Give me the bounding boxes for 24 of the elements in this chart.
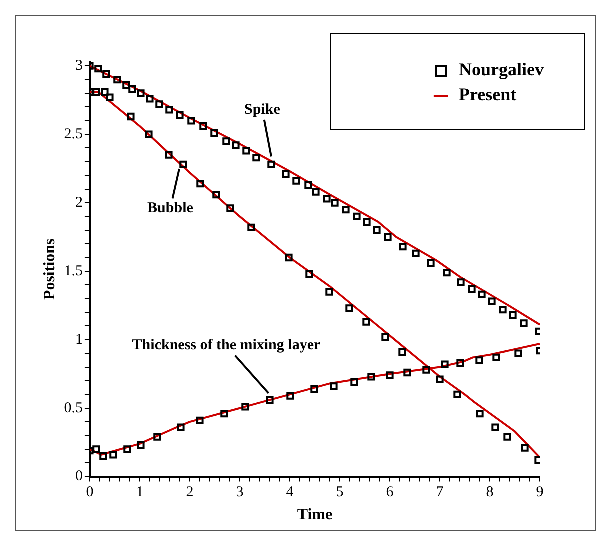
legend-label: Nourgaliev	[459, 60, 544, 80]
x-tick-label: 4	[286, 484, 294, 501]
x-tick-label: 9	[536, 484, 544, 501]
y-tick-label: 1	[75, 332, 83, 348]
annotation: Spike	[244, 102, 281, 118]
x-tick-label: 2	[186, 484, 194, 501]
y-tick-label: 0.5	[64, 400, 83, 416]
y-tick-label: 3	[75, 58, 83, 74]
legend-label: Present	[459, 84, 517, 105]
y-tick-label: 0	[75, 468, 83, 485]
annotation: Thickness of the mixing layer	[132, 338, 321, 354]
x-tick-label: 5	[336, 484, 344, 501]
y-axis-title: Positions	[42, 238, 59, 300]
x-tick-label: 1	[136, 484, 144, 501]
y-tick-label: 2	[75, 194, 83, 211]
x-tick-label: 7	[436, 484, 444, 501]
y-tick-label: 1.5	[64, 263, 83, 280]
x-tick-label: 3	[236, 484, 244, 501]
x-tick-label: 0	[86, 484, 94, 501]
y-tick-label: 2.5	[64, 126, 83, 142]
x-axis-title: Time	[297, 506, 333, 524]
x-tick-label: 6	[386, 484, 394, 501]
x-tick-label: 8	[486, 484, 494, 501]
annotation: Bubble	[148, 200, 194, 217]
